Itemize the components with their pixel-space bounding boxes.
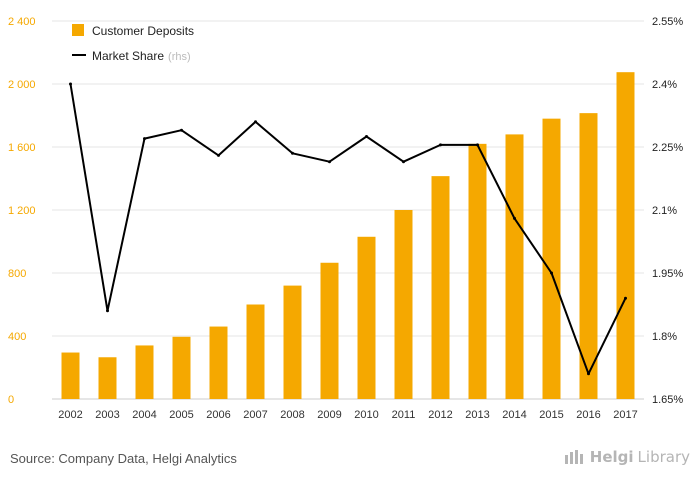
- x-tick-label: 2013: [465, 409, 489, 421]
- point-2009: [328, 160, 331, 164]
- point-2014: [513, 216, 516, 220]
- bar-2005: [172, 336, 191, 399]
- bar-2009: [320, 262, 339, 399]
- point-2011: [402, 160, 405, 164]
- point-2016: [587, 372, 590, 376]
- x-tick-label: 2009: [317, 409, 341, 421]
- left-axis: 0 400 800 1 200 1 600 2 000 2 400: [8, 16, 36, 406]
- bar-2013: [468, 143, 487, 399]
- left-tick-label: 2 000: [8, 79, 36, 91]
- bar-2014: [505, 134, 524, 399]
- library-icon: [564, 450, 583, 464]
- right-tick-label: 1.65%: [652, 394, 683, 406]
- legend-label-market-share: Market Share (rhs): [92, 49, 191, 63]
- line-market-share: [69, 82, 627, 376]
- point-2003: [106, 309, 109, 313]
- point-2010: [365, 135, 368, 138]
- point-2002: [69, 82, 72, 86]
- x-axis: 2002 2003 2004 2005 2006 2007 2008 2009 2010 2011…: [58, 409, 637, 421]
- bar-2007: [246, 304, 265, 399]
- right-tick-label: 2.25%: [652, 142, 683, 154]
- x-tick-label: 2005: [169, 409, 193, 421]
- bar-2011: [394, 210, 413, 399]
- legend-label-deposits: Customer Deposits: [92, 24, 194, 38]
- x-tick-label: 2003: [95, 409, 119, 421]
- right-tick-label: 2.55%: [652, 16, 683, 28]
- bar-2010: [357, 236, 376, 399]
- right-tick-label: 2.1%: [652, 205, 677, 217]
- right-tick-label: 1.95%: [652, 268, 683, 280]
- source-note: Source: Company Data, Helgi Analytics: [10, 451, 237, 466]
- bar-2008: [283, 285, 302, 399]
- left-tick-label: 1 600: [8, 142, 36, 154]
- x-tick-label: 2014: [502, 409, 526, 421]
- x-tick-label: 2015: [539, 409, 563, 421]
- x-tick-label: 2004: [132, 409, 156, 421]
- bar-2003: [98, 357, 117, 399]
- x-tick-label: 2002: [58, 409, 82, 421]
- x-tick-label: 2011: [392, 409, 416, 421]
- bar-2006: [209, 326, 228, 399]
- x-tick-label: 2017: [613, 409, 637, 421]
- x-tick-label: 2006: [206, 409, 230, 421]
- legend: Customer Deposits Market Share (rhs): [72, 24, 194, 63]
- right-axis: 1.65% 1.8% 1.95% 2.1% 2.25% 2.4% 2.55%: [652, 16, 683, 406]
- left-tick-label: 1 200: [8, 205, 36, 217]
- point-2005: [180, 128, 183, 132]
- point-2008: [291, 151, 294, 155]
- market-share-line: [69, 83, 627, 375]
- x-tick-label: 2012: [428, 409, 452, 421]
- point-2004: [143, 137, 146, 141]
- brand-name: Helgi: [589, 448, 634, 466]
- x-tick-label: 2016: [576, 409, 600, 421]
- bar-2002: [61, 352, 80, 399]
- bar-2004: [135, 345, 154, 399]
- left-tick-label: 400: [8, 331, 26, 343]
- point-2015: [550, 271, 553, 275]
- x-tick-label: 2007: [243, 409, 267, 421]
- bar-2016: [579, 113, 598, 399]
- x-tick-label: 2008: [280, 409, 304, 421]
- bar-2015: [542, 118, 561, 400]
- legend-swatch-deposits: [72, 24, 84, 36]
- left-tick-label: 2 400: [8, 16, 36, 28]
- right-tick-label: 1.8%: [652, 331, 677, 343]
- point-2012: [439, 143, 442, 147]
- bar-2017: [616, 72, 635, 399]
- grid-lines: [52, 20, 644, 400]
- bar-2012: [431, 176, 450, 399]
- point-2006: [217, 153, 220, 157]
- right-tick-label: 2.4%: [652, 79, 677, 91]
- point-2017: [624, 296, 627, 300]
- left-tick-label: 800: [8, 268, 26, 280]
- combo-chart: 0 400 800 1 200 1 600 2 000 2 400 1.65% 1.8% 1.9…: [8, 16, 683, 421]
- point-2007: [254, 120, 257, 124]
- left-tick-label: 0: [8, 394, 14, 406]
- helgi-library-logo: Helgi Library: [564, 448, 690, 466]
- bars-customer-deposits: [61, 72, 635, 400]
- point-2013: [476, 143, 479, 147]
- brand-sub: Library: [637, 448, 690, 466]
- x-tick-label: 2010: [354, 409, 378, 421]
